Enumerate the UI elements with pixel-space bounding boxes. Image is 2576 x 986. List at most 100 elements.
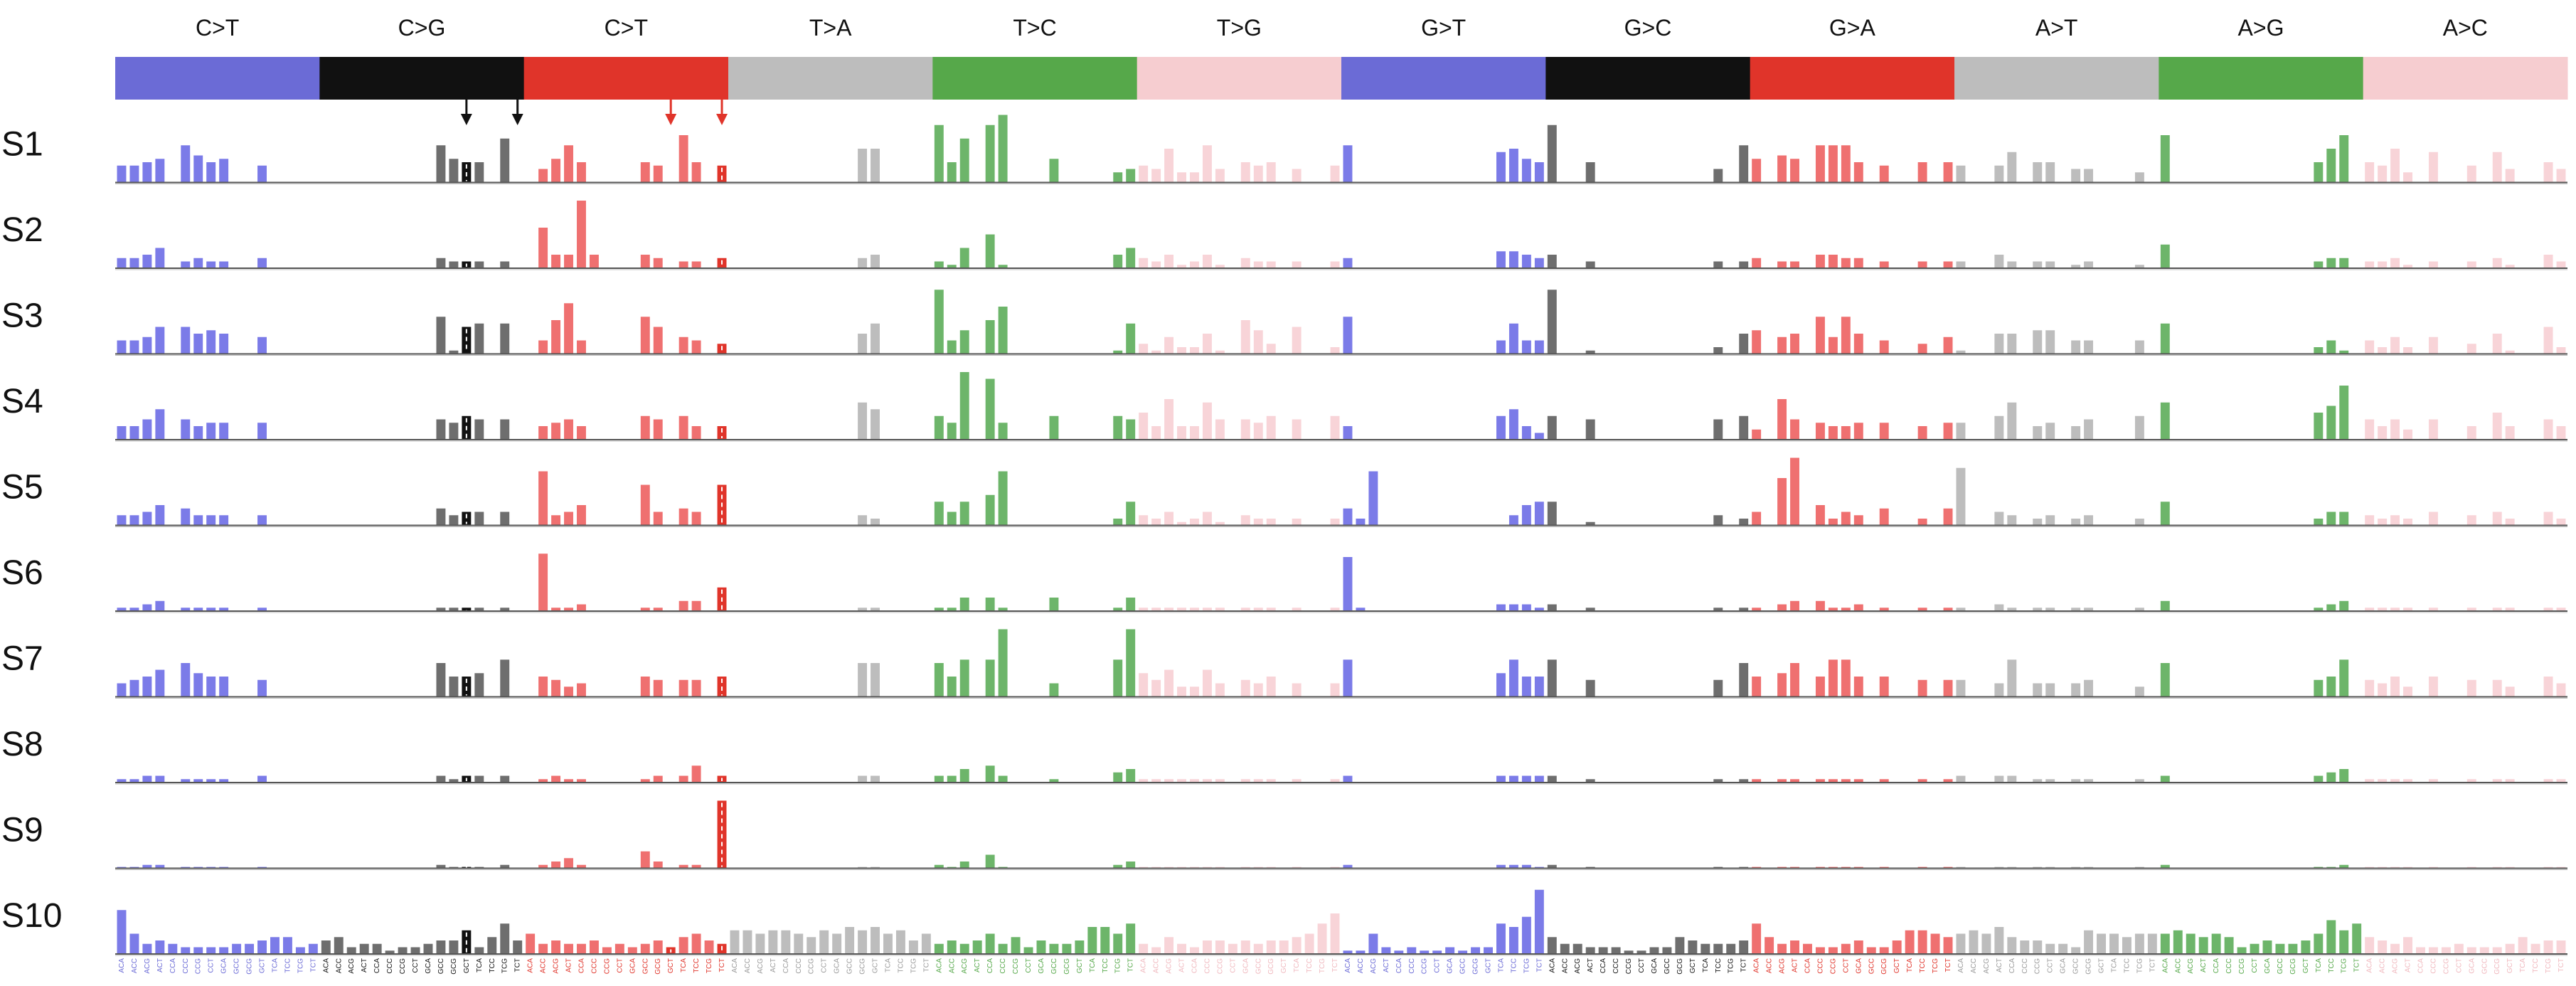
bar: [2556, 940, 2566, 954]
bar: [1292, 608, 1302, 611]
context-label: CCC: [795, 958, 803, 974]
bar: [2033, 330, 2043, 354]
bar: [1164, 937, 1174, 954]
bar: [1585, 521, 1595, 526]
bar: [1151, 679, 1161, 697]
bar: [436, 317, 446, 354]
bar: [155, 669, 165, 697]
bar: [1739, 415, 1749, 440]
bar: [1534, 608, 1544, 611]
bar: [2326, 677, 2336, 697]
bar: [474, 511, 484, 526]
bar: [487, 937, 497, 954]
bar: [1547, 415, 1557, 440]
context-label: TCA: [1702, 958, 1710, 972]
bar: [181, 145, 191, 183]
context-label: TCC: [1306, 958, 1314, 973]
bar: [959, 659, 969, 697]
bar: [1496, 604, 1506, 611]
bar: [858, 402, 868, 440]
bar: [1739, 519, 1749, 526]
context-label: CCC: [1816, 958, 1824, 974]
bar: [1126, 862, 1136, 869]
bar: [474, 775, 484, 783]
bar: [2007, 402, 2017, 440]
bar: [257, 679, 267, 697]
signature-label: S10: [1, 897, 62, 935]
context-label: TCC: [897, 958, 905, 973]
bar: [1177, 687, 1186, 697]
bar: [1215, 169, 1225, 183]
context-label: ACT: [361, 958, 368, 972]
bar: [142, 162, 152, 183]
bar: [564, 779, 573, 783]
bar: [858, 149, 868, 183]
bar: [2365, 679, 2375, 697]
context-label: CCA: [373, 958, 381, 973]
bar: [1343, 659, 1353, 697]
bar: [934, 663, 944, 697]
bar: [1240, 940, 1250, 954]
category-band: [932, 57, 1138, 100]
bar: [858, 930, 868, 954]
context-label: ACA: [1957, 958, 1965, 973]
bar: [155, 327, 165, 354]
bar: [2505, 265, 2515, 268]
context-label: TCT: [2353, 958, 2361, 972]
bar: [998, 629, 1008, 697]
context-label: TCA: [476, 958, 484, 972]
bar: [1445, 947, 1455, 954]
bar: [678, 864, 688, 869]
arrow-marker-head: [665, 114, 677, 125]
bar: [1956, 933, 1966, 954]
context-label: TCG: [1114, 958, 1122, 973]
context-label: GCC: [1459, 958, 1467, 974]
bar: [1164, 608, 1174, 611]
bar: [2134, 779, 2144, 783]
bar: [1151, 608, 1161, 611]
bar: [1956, 679, 1966, 697]
bar: [1202, 334, 1212, 354]
context-label: TCT: [1536, 958, 1543, 972]
bar: [1815, 677, 1825, 697]
context-label: ACC: [2379, 958, 2387, 973]
context-label: TCA: [884, 958, 892, 972]
bar: [1521, 604, 1531, 611]
bar: [1943, 423, 1953, 440]
bar: [436, 663, 446, 697]
bar: [1190, 519, 1199, 526]
bar: [449, 350, 459, 354]
bar: [577, 604, 586, 611]
context-label: CCT: [412, 958, 420, 973]
context-label: CCC: [999, 958, 1007, 974]
bar: [691, 679, 701, 697]
bar: [1139, 515, 1149, 526]
bar: [1815, 779, 1825, 783]
bar: [500, 659, 510, 697]
bar: [1343, 950, 1353, 954]
bar: [2326, 340, 2336, 354]
bar: [1113, 415, 1123, 440]
bar: [1688, 940, 1698, 954]
bar: [717, 165, 727, 183]
context-label: TCT: [2558, 958, 2565, 972]
bar: [1828, 608, 1838, 611]
context-label: ACC: [1561, 958, 1569, 973]
bar: [1917, 344, 1927, 354]
bar: [270, 937, 280, 954]
bar: [2160, 323, 2170, 354]
bar: [908, 940, 918, 954]
bar: [1521, 864, 1531, 869]
bar: [1853, 162, 1863, 183]
bar: [1202, 255, 1212, 268]
bar: [1790, 940, 1799, 954]
bar: [653, 511, 663, 526]
bar: [1547, 937, 1557, 954]
bar: [1215, 265, 1225, 268]
bar: [653, 940, 663, 954]
bar: [2033, 779, 2043, 783]
context-label: GCA: [2060, 958, 2067, 974]
bar: [1713, 779, 1723, 783]
bar: [1547, 255, 1557, 268]
